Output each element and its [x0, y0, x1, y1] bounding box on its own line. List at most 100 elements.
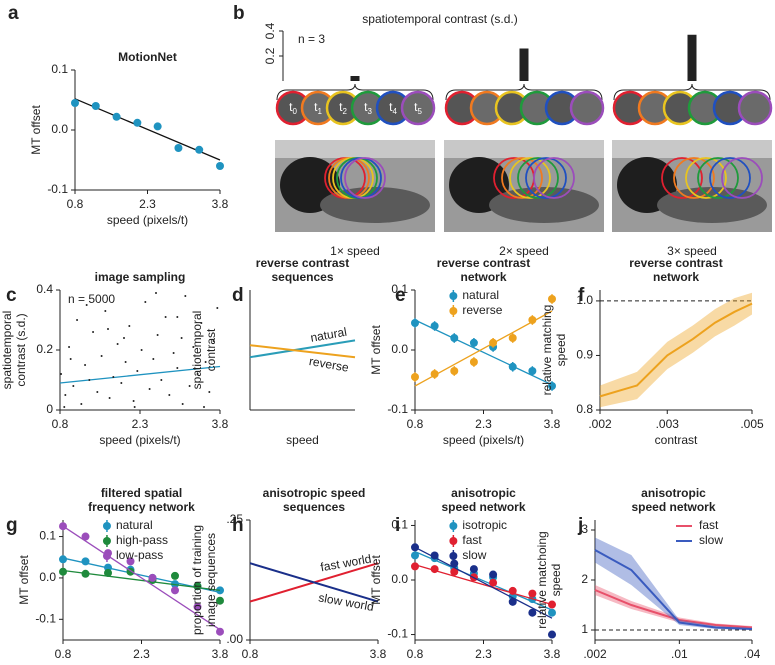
- chart-title: sequences: [283, 500, 345, 514]
- scatter-dot: [64, 394, 67, 396]
- legend-swatch: [449, 537, 458, 545]
- x-tick-label: 0.8: [55, 647, 72, 661]
- x-tick-label: 3.8: [212, 197, 229, 211]
- scatter-dot: [68, 346, 71, 348]
- y-tick-label: 0.0: [51, 122, 68, 136]
- scatter-dot: [176, 367, 179, 369]
- data-point: [411, 562, 419, 571]
- legend-label: reverse: [462, 303, 502, 317]
- y-tick-label: 0.2: [263, 47, 277, 64]
- line-label: slow world: [317, 590, 375, 614]
- annotation: n = 5000: [68, 292, 115, 306]
- line-label: reverse: [308, 354, 350, 375]
- chart-title: anisotropic speed: [263, 486, 366, 500]
- scatter-dot: [212, 340, 215, 342]
- data-point: [148, 573, 157, 582]
- data-point: [411, 373, 419, 381]
- data-point: [450, 559, 459, 568]
- data-point: [489, 338, 498, 347]
- data-point: [430, 322, 439, 330]
- x-tick-label: .04: [744, 647, 761, 661]
- legend-label: natural: [462, 288, 499, 302]
- data-point: [508, 586, 517, 595]
- x-tick-label: 3.8: [212, 647, 229, 661]
- data-point: [469, 565, 478, 574]
- x-axis-label: contrast: [652, 663, 695, 665]
- y-tick-label: 0.4: [36, 282, 53, 296]
- x-tick-label: 3.8: [212, 417, 229, 431]
- x-axis-label: speed (pixels/t): [107, 213, 188, 227]
- data-point: [59, 522, 67, 531]
- series-line: [594, 589, 753, 629]
- legend-swatch: [449, 292, 458, 300]
- y-axis-label: MT offset: [369, 325, 383, 375]
- x-axis-label: speed (pixels/t): [99, 433, 180, 447]
- data-point: [81, 557, 90, 566]
- legend-label: low-pass: [116, 548, 163, 562]
- y-axis-label: image sequences: [204, 533, 218, 627]
- y-axis-label: MT offset: [369, 555, 383, 605]
- x-tick-label: .002: [583, 647, 607, 661]
- y-tick-label: 3: [581, 522, 588, 536]
- x-tick-label: 2.3: [475, 417, 492, 431]
- data-point: [216, 596, 224, 605]
- brace: [613, 83, 771, 101]
- series-line: [249, 344, 356, 359]
- frame-label: t1: [314, 100, 322, 116]
- scatter-dot: [132, 400, 135, 402]
- y-tick-label: 0.0: [39, 570, 56, 584]
- scatter-dot: [155, 292, 157, 294]
- scatter-dot: [92, 331, 95, 333]
- y-tick-label: 0.1: [51, 62, 68, 76]
- series-line: [594, 549, 753, 630]
- x-axis-label: speed: [286, 433, 319, 447]
- data-point: [411, 551, 419, 560]
- photo-detail: [275, 140, 435, 158]
- x-tick-label: 0.8: [52, 417, 69, 431]
- x-axis-label: speed (pixels/t): [101, 663, 182, 665]
- scatter-dot: [196, 373, 199, 375]
- frame-subscript: 5: [417, 107, 422, 116]
- chart-title: MotionNet: [118, 50, 177, 64]
- scatter-dot: [152, 358, 155, 360]
- frame-patch: [737, 90, 773, 126]
- y-tick-label: .00: [226, 632, 243, 646]
- data-point: [59, 567, 67, 576]
- fit-line: [62, 525, 221, 631]
- frame-ring: [673, 157, 715, 199]
- x-tick-label: .002: [588, 417, 612, 431]
- y-tick-label: 0.2: [36, 342, 53, 356]
- frame-ring: [517, 157, 559, 199]
- legend-swatch: [449, 552, 458, 560]
- x-tick-label: 0.8: [407, 647, 424, 661]
- confidence-band: [595, 537, 752, 630]
- chart-title: anisotropic: [641, 486, 706, 500]
- fit-line: [414, 319, 553, 386]
- scatter-dot: [104, 310, 107, 312]
- frame-ring: [533, 157, 575, 199]
- x-tick-label: 1× speed: [330, 244, 380, 258]
- scatter-dot: [123, 337, 125, 339]
- scatter-dot: [176, 316, 179, 318]
- x-tick-label: 2.3: [139, 197, 156, 211]
- x-tick-label: 3.8: [544, 647, 561, 661]
- x-tick-label: 2× speed: [499, 244, 549, 258]
- y-tick-label: 0: [46, 402, 53, 416]
- legend-swatch: [102, 522, 111, 530]
- data-point: [548, 295, 556, 303]
- frame-patch: [569, 90, 605, 126]
- x-tick-label: 3× speed: [667, 244, 717, 258]
- data-point: [81, 532, 90, 541]
- data-point: [528, 367, 537, 375]
- x-tick-label: 0.8: [67, 197, 84, 211]
- data-point: [91, 102, 100, 110]
- y-tick-label: .25: [226, 512, 243, 526]
- chart-title: spatiotemporal contrast (s.d.): [362, 12, 517, 26]
- legend-label: slow: [462, 548, 486, 562]
- bar: [350, 76, 360, 81]
- y-axis-label: relative matchoing: [535, 531, 549, 628]
- data-point: [430, 370, 439, 378]
- chart-title: sequences: [271, 270, 333, 284]
- scatter-dot: [144, 301, 147, 303]
